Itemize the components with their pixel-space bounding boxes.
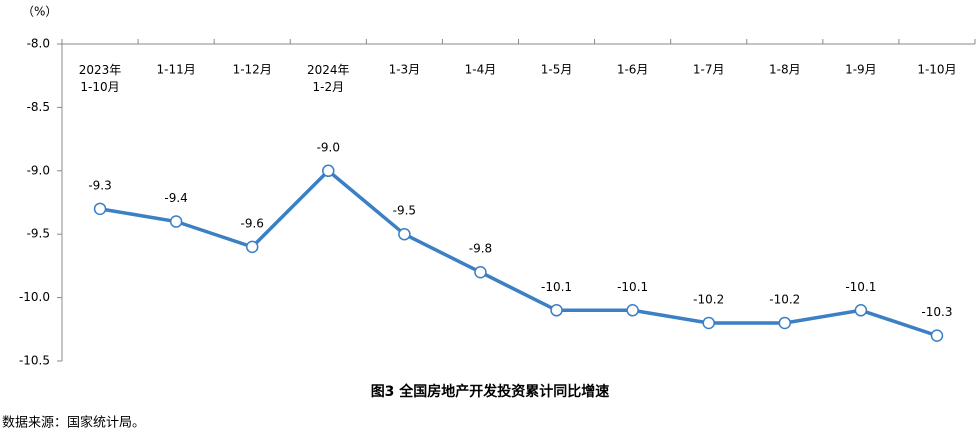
- x-tick-label: 2023年 1-10月: [79, 63, 122, 94]
- y-tick-label: -10.5: [19, 354, 50, 368]
- data-label: -10.2: [769, 292, 800, 306]
- data-point: [626, 304, 639, 317]
- x-tick-label: 1-12月: [233, 63, 272, 77]
- y-tick-label: -9.0: [27, 163, 50, 177]
- y-tick-label: -8.5: [27, 100, 50, 114]
- data-label: -9.3: [88, 178, 111, 192]
- data-point: [854, 304, 868, 317]
- data-point: [474, 265, 487, 279]
- data-point: [778, 316, 792, 330]
- data-point: [702, 316, 715, 330]
- y-tick-label: -10.0: [19, 290, 50, 304]
- y-axis-label: （%）: [22, 5, 57, 19]
- x-tick-label: 1-8月: [769, 63, 801, 77]
- x-tick-label: 1-3月: [389, 63, 421, 77]
- chart-title: 图3 全国房地产开发投资累计同比增速: [371, 383, 610, 400]
- data-point: [322, 164, 335, 178]
- x-tick-label: 1-4月: [465, 63, 497, 77]
- data-label: -10.2: [693, 292, 724, 306]
- data-label: -9.8: [469, 242, 492, 256]
- series-line: [99, 168, 938, 338]
- x-tick-label: 1-6月: [617, 63, 649, 77]
- data-point: [93, 202, 107, 216]
- data-point: [550, 304, 563, 317]
- data-label: -9.5: [393, 204, 416, 218]
- x-tick-label: 1-7月: [693, 63, 725, 77]
- y-tick-label: -9.5: [27, 227, 50, 241]
- data-label: -9.6: [240, 216, 263, 230]
- data-point: [930, 329, 944, 342]
- x-tick-label: 1-11月: [157, 63, 196, 77]
- data-point: [169, 215, 183, 228]
- data-label: -9.4: [164, 191, 187, 205]
- source-note: 数据来源：国家统计局。: [2, 415, 145, 431]
- x-tick-label: 2024年 1-2月: [307, 63, 350, 94]
- data-label: -10.1: [845, 280, 876, 294]
- x-tick-label: 1-9月: [845, 63, 877, 77]
- data-label: -10.1: [617, 280, 648, 294]
- data-point: [398, 227, 411, 241]
- x-tick-label: 1-5月: [541, 63, 573, 77]
- data-point: [245, 240, 259, 254]
- data-label: -9.0: [317, 140, 340, 154]
- y-tick-label: -8.0: [27, 37, 50, 51]
- data-label: -10.3: [921, 305, 952, 319]
- x-tick-label: 1-10月: [917, 63, 956, 77]
- data-label: -10.1: [541, 280, 572, 294]
